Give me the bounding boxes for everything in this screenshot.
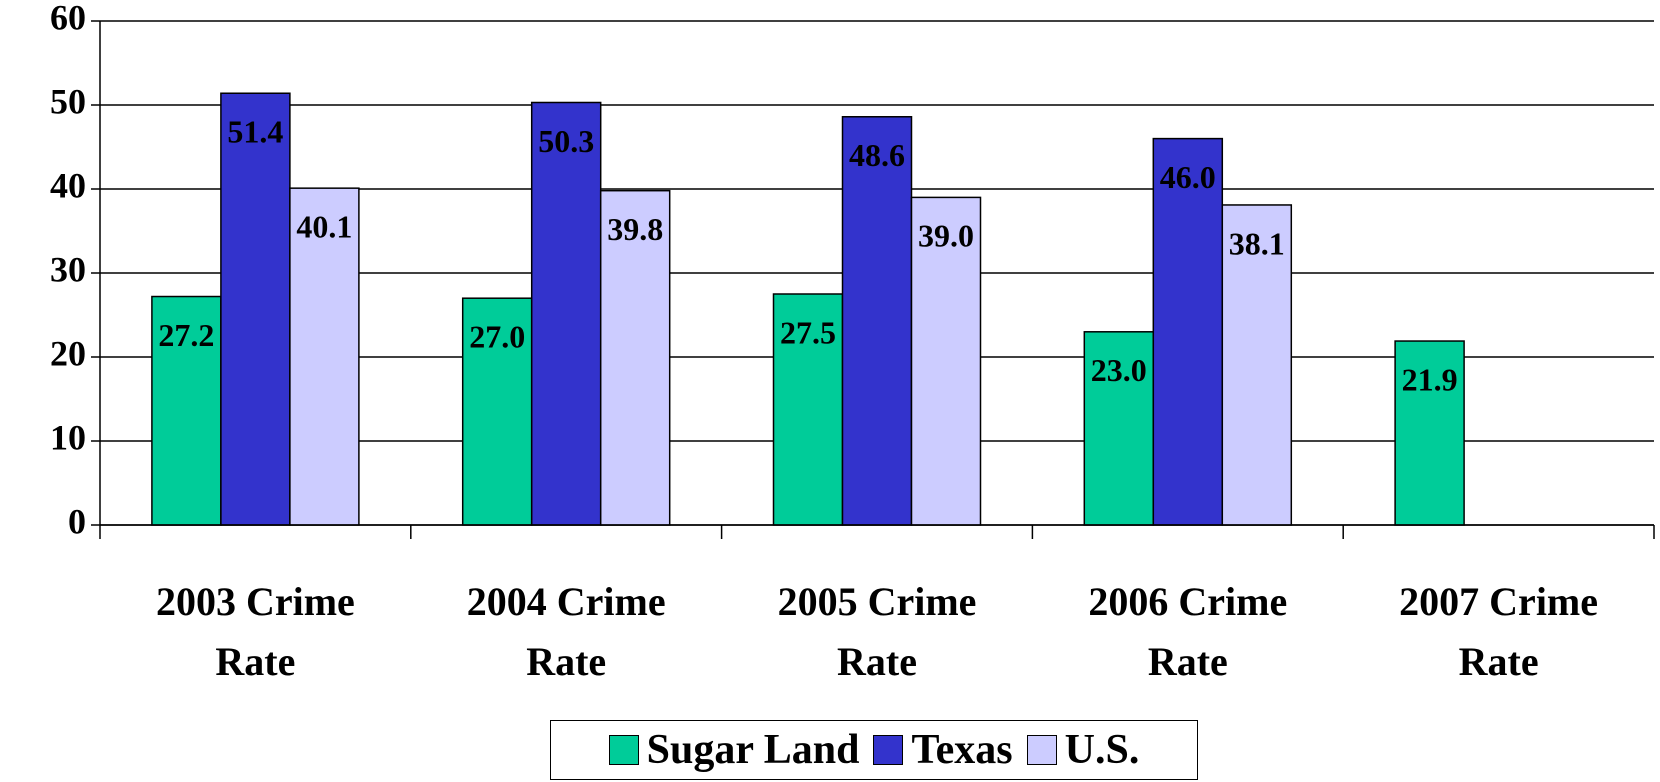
- bar: [1083, 331, 1155, 526]
- y-tick-label: 20: [50, 333, 86, 373]
- bar: [1394, 340, 1465, 526]
- y-tick-label: 50: [50, 81, 86, 121]
- value-label: 38.1: [1229, 225, 1285, 261]
- bar: [289, 187, 360, 526]
- value-label: 23.0: [1091, 352, 1147, 388]
- bar: [910, 196, 982, 526]
- legend: Sugar Land Texas U.S.: [550, 720, 1198, 780]
- value-label: 27.5: [780, 314, 836, 350]
- value-label: 27.0: [469, 319, 525, 355]
- legend-item: U.S.: [1026, 726, 1140, 774]
- x-tick-label: 2006 Crime Rate: [1088, 579, 1288, 684]
- legend-swatch: [1026, 735, 1057, 765]
- value-label: 39.8: [607, 211, 663, 247]
- bar: [772, 293, 844, 526]
- bar: [461, 297, 533, 526]
- y-tick-label: 60: [50, 0, 86, 37]
- value-label: 50.3: [538, 123, 594, 159]
- legend-swatch: [608, 735, 639, 765]
- bar: [599, 189, 671, 526]
- x-tick-label: 2007 Crime Rate: [1399, 579, 1598, 684]
- value-label: 21.9: [1402, 361, 1458, 397]
- value-label: 46.0: [1160, 159, 1216, 195]
- legend-label: Sugar Land: [646, 727, 860, 773]
- bar: [530, 101, 602, 526]
- y-tick-label: 0: [68, 501, 86, 541]
- legend-label: U.S.: [1064, 727, 1140, 773]
- value-label: 27.2: [158, 317, 214, 353]
- legend-item: Texas: [873, 726, 1013, 774]
- value-label: 39.0: [918, 218, 974, 254]
- value-label: 48.6: [849, 137, 905, 173]
- value-label: 40.1: [296, 209, 352, 245]
- bar: [220, 92, 291, 526]
- x-tick-label: 2005 Crime Rate: [777, 579, 977, 684]
- bar: [1152, 137, 1224, 526]
- y-tick-label: 40: [50, 165, 86, 205]
- legend-item: Sugar Land: [608, 726, 860, 774]
- value-label: 51.4: [227, 114, 283, 150]
- y-tick-label: 30: [50, 249, 86, 289]
- bar: [841, 116, 913, 526]
- x-tick-label: 2003 Crime Rate: [155, 579, 355, 684]
- bar: [1221, 204, 1293, 526]
- legend-label: Texas: [911, 727, 1013, 773]
- y-tick-label: 10: [50, 417, 86, 457]
- legend-swatch: [873, 735, 904, 765]
- x-tick-label: 2004 Crime Rate: [466, 579, 666, 684]
